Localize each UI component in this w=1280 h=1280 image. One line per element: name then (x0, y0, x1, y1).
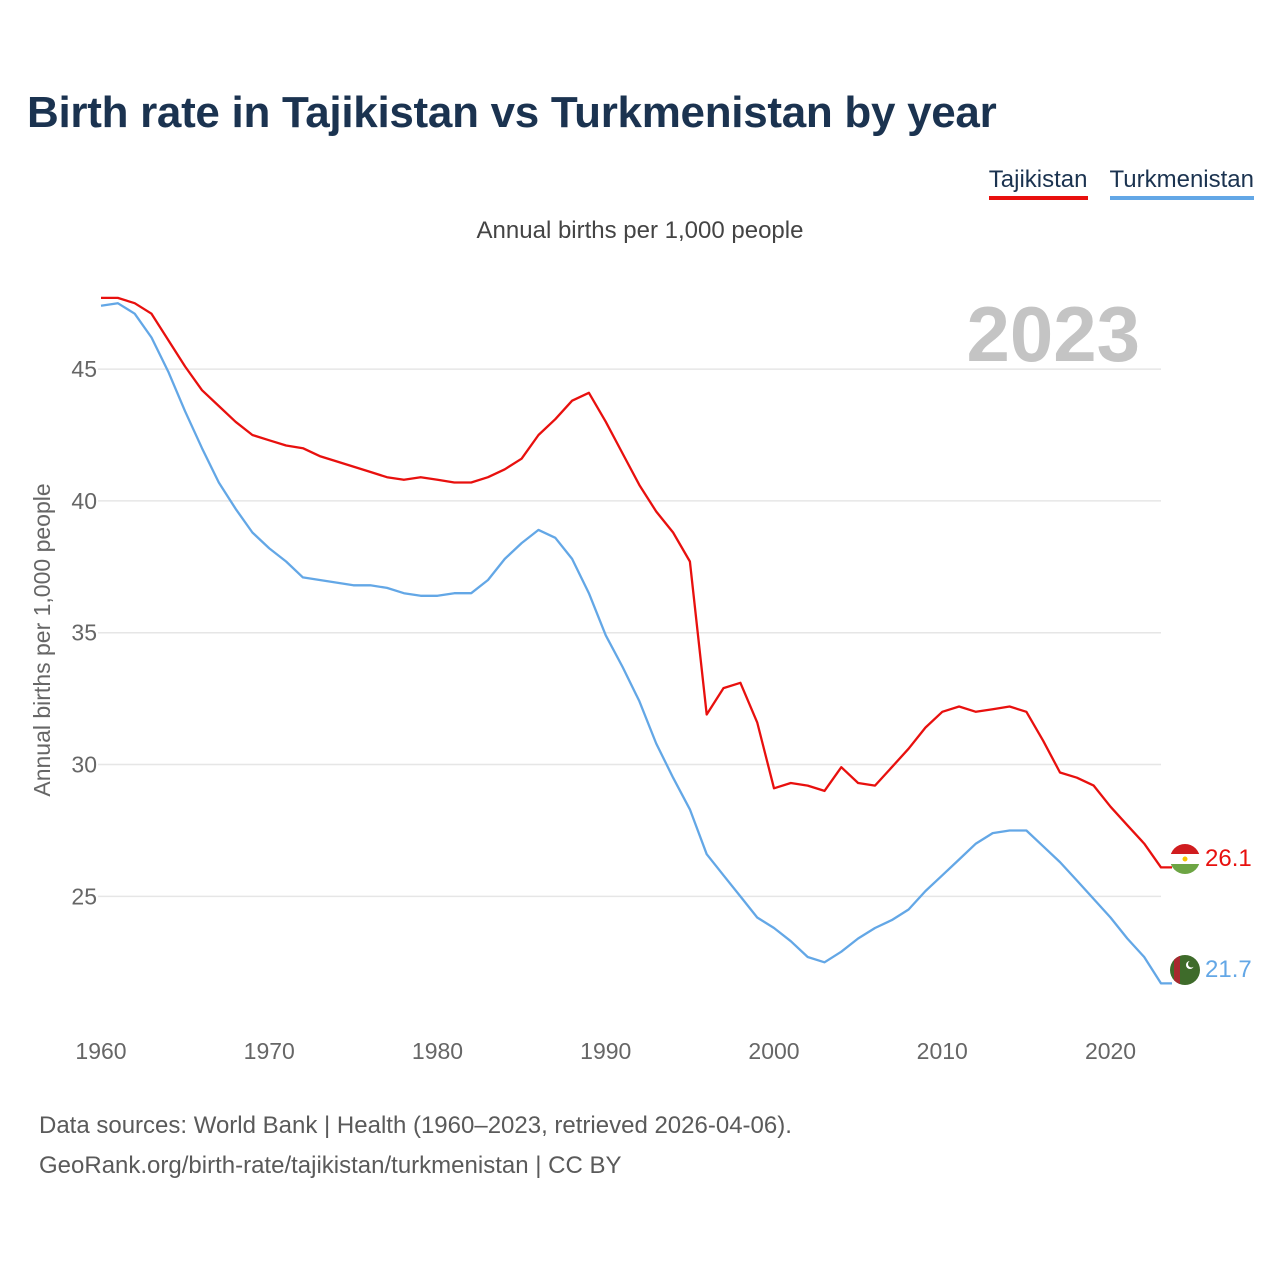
footer: Data sources: World Bank | Health (1960–… (39, 1106, 792, 1186)
series-lines (100, 296, 1172, 985)
x-tick-label-1980: 1980 (412, 1038, 463, 1064)
y-axis-label: Annual births per 1,000 people (29, 483, 55, 796)
legend: Tajikistan Turkmenistan (988, 166, 1254, 200)
legend-item-turkmenistan[interactable]: Turkmenistan (1109, 166, 1254, 200)
x-tick-label-2010: 2010 (917, 1038, 968, 1064)
x-tick-label-2000: 2000 (748, 1038, 799, 1064)
grid-lines (98, 368, 1161, 898)
y-tick-label-30: 30 (71, 752, 97, 778)
y-tick-label-40: 40 (71, 488, 97, 514)
y-tick-label-35: 35 (71, 620, 97, 646)
footer-sources: Data sources: World Bank | Health (1960–… (39, 1112, 792, 1139)
series-line-tajikistan (101, 296, 1172, 869)
series-line-turkmenistan (100, 302, 1172, 985)
y-tick-label-45: 45 (71, 356, 97, 382)
footer-url: GeoRank.org/birth-rate/tajikistan/turkme… (39, 1152, 622, 1179)
x-tick-label-2020: 2020 (1085, 1038, 1136, 1064)
chart-subtitle: Annual births per 1,000 people (476, 217, 804, 244)
end-value-turkmenistan: 21.7 (1205, 956, 1252, 983)
year-label: 2023 (966, 290, 1140, 378)
x-axis-ticks: 1960 1970 1980 1990 2000 2010 2020 (75, 1038, 1136, 1064)
y-axis-ticks: 25 30 35 40 45 (71, 356, 97, 909)
x-tick-label-1990: 1990 (580, 1038, 631, 1064)
y-tick-label-25: 25 (71, 883, 97, 909)
x-tick-label-1970: 1970 (244, 1038, 295, 1064)
legend-item-tajikistan[interactable]: Tajikistan (988, 166, 1088, 200)
end-value-tajikistan: 26.1 (1205, 845, 1252, 872)
tajikistan-flag-icon (1170, 844, 1200, 874)
x-tick-label-1960: 1960 (75, 1038, 126, 1064)
turkmenistan-flag-icon (1170, 955, 1200, 985)
chart-title: Birth rate in Tajikistan vs Turkmenistan… (27, 88, 997, 137)
